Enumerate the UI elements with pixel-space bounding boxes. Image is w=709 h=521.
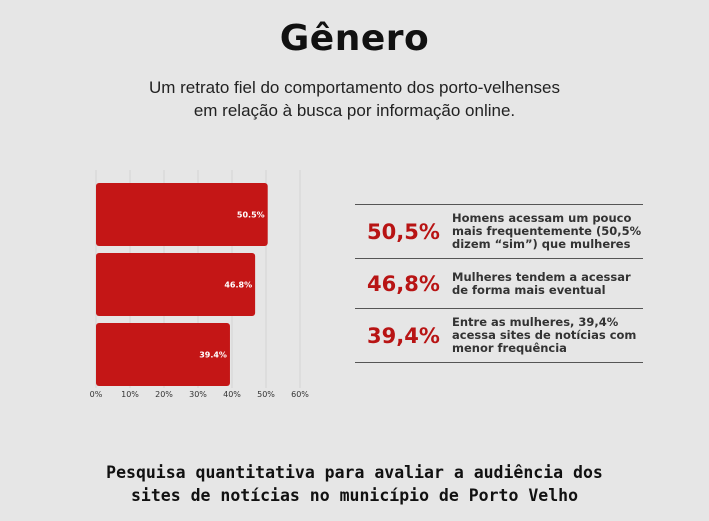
footer-line-1: Pesquisa quantitativa para avaliar a aud… [106,463,603,482]
stat-description: Entre as mulheres, 39,4% acessa sites de… [452,316,643,355]
page-title: Gênero [279,18,430,59]
bar [96,253,256,316]
x-tick-label: 30% [189,390,207,399]
x-tick-label: 40% [223,390,241,399]
stat-text-line: Entre as mulheres, 39,4% [452,315,619,329]
stat-text-line: mais frequentemente (50,5% [452,224,642,238]
stat-row: 46,8% Mulheres tendem a acessar de forma… [355,258,643,308]
x-tick-label: 20% [155,390,173,399]
bar [96,183,268,246]
stat-description: Mulheres tendem a acessar de forma mais … [452,269,643,297]
subtitle-line-1: Um retrato fiel do comportamento dos por… [148,78,561,97]
x-tick-label: 60% [291,390,309,399]
stat-text-line: Homens acessam um pouco [452,211,632,225]
footer-line-2: sites de notícias no município de Porto … [130,486,579,505]
x-tick-label: 50% [257,390,275,399]
x-tick-label: 10% [121,390,139,399]
bar-data-label: 50.5% [237,211,265,220]
stat-row: 50,5% Homens acessam um pouco mais frequ… [355,204,643,258]
bar [96,323,230,386]
x-tick-label: 0% [90,390,103,399]
stat-row: 39,4% Entre as mulheres, 39,4% acessa si… [355,308,643,363]
stat-description: Homens acessam um pouco mais frequenteme… [452,212,643,251]
stat-text-line: Mulheres tendem a acessar [452,269,631,284]
stat-value: 50,5% [367,219,440,244]
bar-chart-svg: 50.5% 46.8% 39.4% 0% 10% 20% 30% 40% 50% 60% [90,170,309,399]
gender-bar-chart: 50.5% 46.8% 39.4% 0% 10% 20% 30% 40% 50% 60% [0,170,330,410]
footer-caption: Pesquisa quantitativa para avaliar a aud… [0,461,709,507]
bar-data-label: 46.8% [224,281,252,290]
subtitle-line-2: em relação à busca por informação online… [193,101,516,120]
stat-value: 46,8% [367,271,440,296]
stat-value: 39,4% [367,323,440,348]
page-subtitle: Um retrato fiel do comportamento dos por… [0,76,709,122]
stat-text-line: dizem “sim”) que mulheres [452,237,631,251]
bar-data-label: 39.4% [199,351,227,360]
stat-text-line: de forma mais eventual [452,282,606,297]
stats-panel: 50,5% Homens acessam um pouco mais frequ… [355,204,643,363]
stat-text-line: menor frequência [452,341,567,355]
stat-text-line: acessa sites de notícias com [452,328,637,342]
